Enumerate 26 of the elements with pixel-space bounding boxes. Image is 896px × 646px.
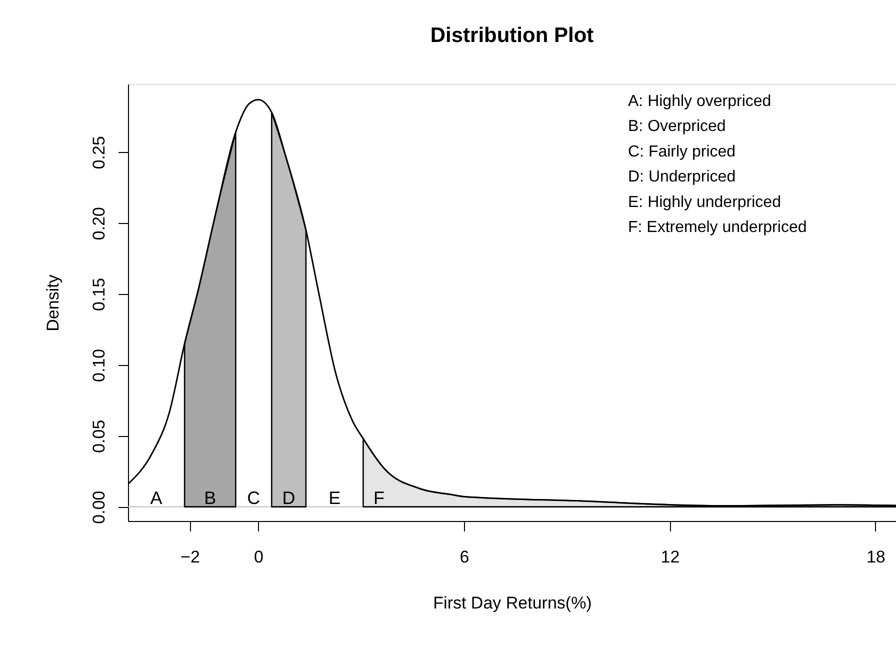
annotation: F: Extremely underpriced — [628, 219, 807, 236]
annotation: E — [328, 488, 341, 508]
annotation: F — [373, 488, 384, 508]
y-tick-label: 0.05 — [90, 420, 108, 453]
x-axis-title: First Day Returns(%) — [433, 594, 592, 612]
x-tick-label: 6 — [460, 548, 470, 566]
x-tick-label: 12 — [660, 548, 680, 566]
annotation: B — [204, 488, 216, 508]
y-tick-label: 0.15 — [90, 278, 108, 312]
y-tick-label: 0.10 — [90, 348, 108, 382]
annotation: C: Fairly priced — [628, 143, 736, 160]
x-tick-label: 18 — [866, 548, 886, 566]
y-axis-title: Density — [44, 274, 62, 332]
annotation: C — [247, 488, 260, 508]
annotation: D: Underpriced — [628, 168, 736, 186]
y-tick-label: 0.20 — [90, 207, 108, 240]
annotation: D — [282, 488, 296, 508]
annotation: A — [150, 488, 162, 508]
y-tick-label: 0.25 — [90, 136, 108, 170]
annotation: A: Highly overpriced — [628, 93, 772, 110]
annotation: E: Highly underpriced — [628, 194, 781, 211]
x-tick-label: −2 — [180, 548, 200, 566]
x-tick-label: 0 — [254, 548, 264, 566]
y-tick-label: 0.00 — [90, 490, 108, 524]
chart-title: Distribution Plot — [430, 24, 594, 47]
annotation: B: Overpriced — [628, 118, 726, 136]
